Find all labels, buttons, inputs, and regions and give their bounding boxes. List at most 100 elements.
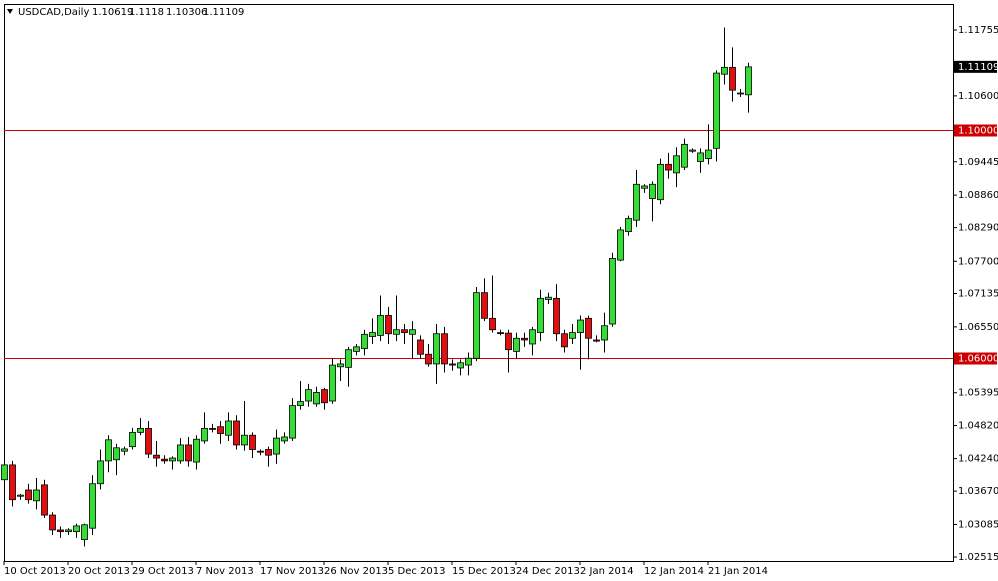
candle-body [329,364,336,402]
candle-body [449,363,456,366]
x-tick-label: 17 Nov 2013 [260,566,324,577]
candle-body [457,362,464,369]
x-tick-label: 29 Oct 2013 [132,566,194,577]
candle-body [705,149,712,160]
candle-body [617,229,624,261]
candle-body [601,325,608,341]
y-tick-label: 1.07700 [958,256,998,267]
candle-body [353,346,360,352]
horizontal-line-label: 1.10000 [958,126,998,137]
candle-body [9,464,16,501]
candle-body [497,332,504,334]
candle-body [625,218,632,233]
x-tick-label: 7 Nov 2013 [196,566,254,577]
candle-body [369,332,376,337]
plot-frame [4,4,954,562]
candle-body [425,353,432,365]
candle-body [249,434,256,450]
x-tick-label: 24 Dec 2013 [516,566,580,577]
candle-body [321,389,328,404]
candle-body [89,483,96,529]
candle-body [721,66,728,75]
candle-body [1,464,8,481]
candle-body [409,329,416,335]
candle-body [553,297,560,335]
candle-body [737,92,744,95]
candle-body [393,329,400,335]
candle-body [313,392,320,405]
candle-body [665,163,672,171]
candle-body [633,183,640,221]
candle-body [361,333,368,349]
candle-body [225,420,232,436]
y-tick-label: 1.04820 [958,421,998,432]
candle-body [521,337,528,341]
y-tick-label: 1.03085 [958,519,998,530]
candle-body [585,317,592,339]
y-tick-label: 1.03670 [958,486,998,497]
candle-body [569,332,576,339]
candle-body [73,525,80,533]
candle-body [57,529,64,533]
candle-body [137,427,144,433]
candle-body [49,514,56,531]
candle-body [513,337,520,352]
candle-body [561,333,568,348]
candle-body [657,163,664,201]
candle-body [161,458,168,462]
candle-body [593,339,600,342]
candle-body [697,152,704,162]
candle-body [417,339,424,355]
candle-body [105,439,112,462]
horizontal-line-label: 1.06000 [958,354,998,365]
candle-body [489,317,496,331]
header-high: 1.1118 [129,7,164,18]
candle-body [337,363,344,368]
x-tick-label: 2 Jan 2014 [580,566,634,577]
x-tick-label: 12 Jan 2014 [644,566,704,577]
candle-body [473,292,480,359]
candle-body [465,357,472,366]
x-tick-label: 10 Oct 2013 [4,566,66,577]
candle-body [25,489,32,501]
candle-body [273,437,280,455]
y-tick-label: 1.11755 [958,25,998,36]
chart-title: USDCAD,Daily [18,7,89,18]
candle-body [505,332,512,351]
candle-body [121,448,128,452]
candle-body [481,292,488,319]
candle-body [217,426,224,434]
candle-body [649,183,656,199]
y-tick-label: 1.07135 [958,289,998,300]
header-close: 1.11109 [203,7,244,18]
candle-body [129,431,136,448]
candle-body [401,329,408,333]
x-tick-label: 5 Dec 2013 [388,566,446,577]
candle-body [609,258,616,325]
candle-body [145,427,152,455]
candle-body [729,66,736,91]
candle-body [81,524,88,541]
candle-body [529,329,536,345]
candle-body [185,444,192,462]
candle-body [201,427,208,442]
candle-body [257,450,264,453]
y-tick-label: 1.08290 [958,223,998,234]
x-tick-label: 15 Dec 2013 [452,566,516,577]
candle-body [209,427,216,430]
y-tick-label: 1.04240 [958,454,998,465]
candle-body [385,315,392,335]
candle-body [537,297,544,333]
horizontal-line-tag [954,124,997,137]
y-tick-label: 1.09445 [958,157,998,168]
header-open: 1.10619 [92,7,133,18]
header-low: 1.10306 [166,7,207,18]
candle-body [153,454,160,459]
candle-body [241,434,248,446]
candle-body [297,401,304,406]
y-tick-label: 1.08860 [958,190,998,201]
candle-body [305,389,312,402]
candle-body [17,494,24,497]
current-price-tag [954,60,997,73]
candle-body [289,405,296,439]
